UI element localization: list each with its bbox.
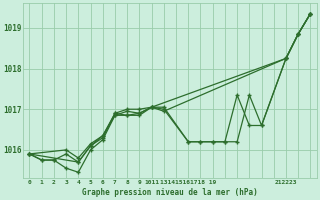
X-axis label: Graphe pression niveau de la mer (hPa): Graphe pression niveau de la mer (hPa): [82, 188, 258, 197]
